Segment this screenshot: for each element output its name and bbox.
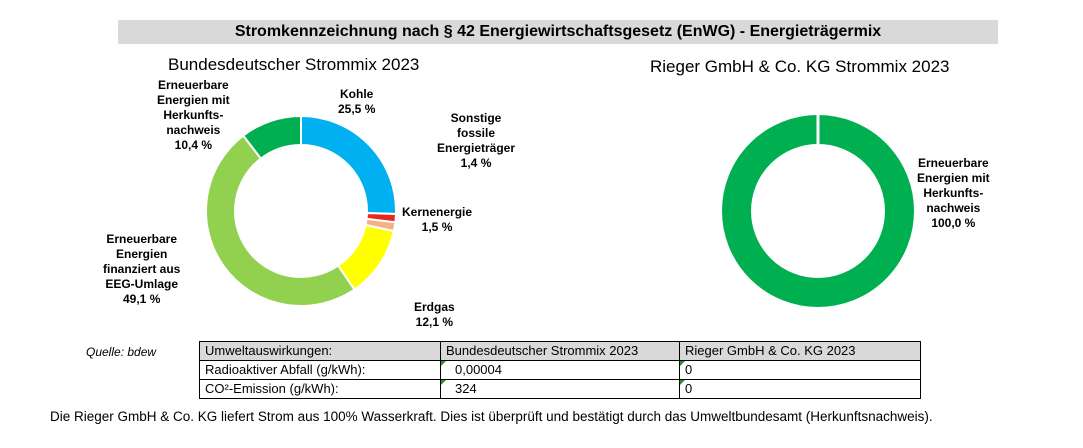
slice-label-line: 1,5 % xyxy=(421,220,453,234)
donut1-slice-5 xyxy=(241,114,302,160)
slice-label-line: 49,1 % xyxy=(123,292,161,306)
table-cell: 0,00004 xyxy=(440,360,680,380)
table-row: Radioaktiver Abfall (g/kWh): 0,00004 0 xyxy=(199,360,921,380)
chart-title-rieger: Rieger GmbH & Co. KG Strommix 2023 xyxy=(650,57,950,76)
table-cell: 0 xyxy=(679,379,921,399)
slice-label-rieger-herkunftsnachweis: Erneuerbare Energien mit Herkunfts-nachwei… xyxy=(917,156,990,231)
footnote: Die Rieger GmbH & Co. KG liefert Strom a… xyxy=(50,409,933,424)
slice-label-eeg-umlage: Erneuerbare Energien finanziert aus EEG-Uml… xyxy=(103,232,180,307)
source-note: Quelle: bdew xyxy=(86,345,157,359)
slice-label-kernenergie: Kernenergie 1,5 % xyxy=(402,205,472,235)
slice-label-kohle: Kohle 25,5 % xyxy=(338,87,375,117)
report-title: Stromkennzeichnung nach § 42 Energiewirt… xyxy=(118,20,998,44)
slice-label-line: 1,4 % xyxy=(460,156,492,170)
slice-label-line: 25,5 % xyxy=(338,102,376,116)
table-cell: 324 xyxy=(440,379,680,399)
table-header-cell: Rieger GmbH & Co. KG 2023 xyxy=(679,341,921,361)
slice-label-line: Erneuerbare xyxy=(106,232,178,246)
slice-label-line: Kernenergie xyxy=(402,205,473,219)
slice-label-line: nachweis xyxy=(926,201,981,215)
slice-label-line: Herkunfts- xyxy=(163,108,224,122)
table-cell: CO²-Emission (g/kWh): xyxy=(199,379,441,399)
slice-label-line: finanziert aus xyxy=(103,262,181,276)
slice-label-line: nachweis xyxy=(166,123,221,137)
slice-label-line: Energien mit xyxy=(157,93,230,107)
slice-label-line: EEG-Umlage xyxy=(105,277,179,291)
donut1-slice-4 xyxy=(205,134,356,307)
slice-label-line: Herkunfts- xyxy=(923,186,984,200)
slice-label-line: Erneuerbare xyxy=(157,78,229,92)
table-cell: Radioaktiver Abfall (g/kWh): xyxy=(199,360,441,380)
slice-label-erdgas: Erdgas 12,1 % xyxy=(414,300,455,330)
slice-label-sonstige-fossile: Sonstige fossile Energieträger 1,4 % xyxy=(437,111,515,171)
slice-label-line: fossile xyxy=(457,126,496,140)
slice-label-line: Erneuerbare xyxy=(917,156,989,170)
table-header-cell: Umweltauswirkungen: xyxy=(199,341,441,361)
slice-label-line: Energieträger xyxy=(437,141,516,155)
slice-label-herkunftsnachweis: Erneuerbare Energien mit Herkunfts-nachwei… xyxy=(157,78,230,153)
slice-label-line: 100,0 % xyxy=(931,216,976,230)
slice-label-line: Energien xyxy=(116,247,168,261)
donut2-slice-0 xyxy=(722,115,914,307)
slice-label-line: Kohle xyxy=(340,87,374,101)
slice-label-line: 12,1 % xyxy=(415,315,454,329)
chart-title-bundesdeutsch: Bundesdeutscher Strommix 2023 xyxy=(168,55,420,74)
slice-label-line: Sonstige xyxy=(450,111,502,125)
table-cell: 0 xyxy=(679,360,921,380)
slice-label-line: Erdgas xyxy=(414,300,455,314)
slice-label-line: Energien mit xyxy=(917,171,990,185)
table-header-cell: Bundesdeutscher Strommix 2023 xyxy=(440,341,680,361)
table-row: CO²-Emission (g/kWh): 324 0 xyxy=(199,379,921,399)
environment-table: Umweltauswirkungen: Bundesdeutscher Stro… xyxy=(199,341,921,399)
slice-label-line: 10,4 % xyxy=(174,138,213,152)
table-header-row: Umweltauswirkungen: Bundesdeutscher Stro… xyxy=(199,341,921,361)
